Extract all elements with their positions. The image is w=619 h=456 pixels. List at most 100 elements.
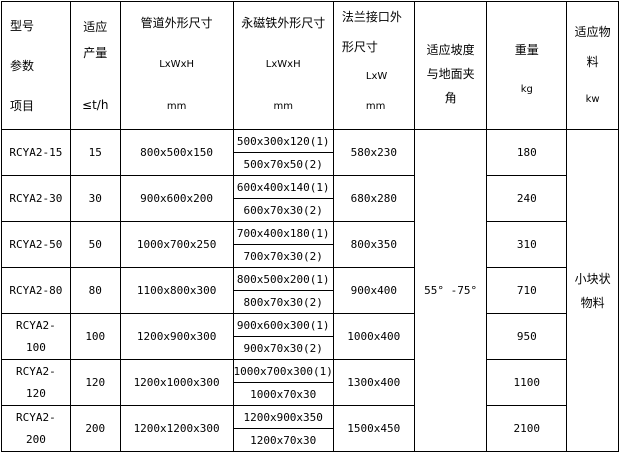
model-cell: RCYA2-200: [1, 405, 71, 452]
header-text: mm: [166, 101, 187, 112]
magnet-size-cell: 800x70x30(2): [232, 290, 334, 314]
capacity-cell: 120: [69, 359, 121, 406]
table-row-sub: 1200x70x30: [2, 428, 619, 452]
material-cell: 小块状 物料: [566, 129, 619, 452]
table-row: RCYA2-50 50 1000x700x250 700x400x180(1) 800x…: [1, 221, 619, 268]
magnet-size-cell: 1200x900x350: [232, 405, 334, 429]
header-text: LxW: [365, 71, 388, 82]
flange-size-cell: 1000x400: [332, 313, 415, 360]
magnet-size-cell: 900x70x30(2): [232, 336, 334, 360]
flange-size-cell: 900x400: [332, 267, 415, 314]
model-cell: RCYA2-15: [1, 129, 71, 176]
table-row: RCYA2-30 30 900x600x200 600x400x140(1) 680x2…: [1, 175, 619, 222]
table-row: RCYA2-120 120 1200x1000x300 1000x700x300(1)…: [1, 359, 619, 406]
capacity-cell: 15: [69, 129, 121, 176]
header-model: 型号 参数 项目: [1, 1, 71, 130]
flange-size-cell: 1300x400: [332, 359, 415, 406]
header-text: 产量: [83, 45, 108, 60]
header-text: 适应物: [574, 24, 611, 39]
magnet-size-cell: 700x70x30(2): [232, 244, 334, 268]
magnet-size-cell: 600x70x30(2): [232, 198, 334, 222]
header-text: 法兰接口外: [341, 10, 402, 24]
magnet-size-cell: 500x300x120(1): [232, 129, 334, 153]
material-text: 小块状: [574, 271, 611, 286]
table-row-sub: 500x70x50(2): [2, 152, 619, 176]
header-text: 参数: [10, 58, 35, 73]
pipe-size-cell: 1100x800x300: [119, 267, 234, 314]
header-magnet: 永磁铁外形尺寸 LxWxH mm: [232, 1, 334, 130]
header-weight: 重量 kg: [486, 1, 568, 130]
pipe-size-cell: 1000x700x250: [119, 221, 234, 268]
weight-cell: 2100: [486, 405, 568, 452]
pipe-size-cell: 800x500x150: [119, 129, 234, 176]
table-row-sub: 1000x70x30: [2, 382, 619, 406]
header-row: 型号参数项目 适应产量 ≤t/h 管道外形尺寸 LxWxH mm 永磁铁外形尺寸 LxW…: [1, 1, 619, 130]
model-cell: RCYA2-30: [1, 175, 71, 222]
magnet-size-cell: 1000x70x30: [232, 382, 334, 406]
weight-cell: 1100: [486, 359, 568, 406]
header-angle: 适应坡度 与地面夹角: [413, 1, 488, 130]
table-row-sub: 900x70x30(2): [2, 336, 619, 360]
pipe-size-cell: 1200x1200x300: [119, 405, 234, 452]
capacity-cell: 80: [69, 267, 121, 314]
flange-size-cell: 680x280: [332, 175, 415, 222]
header-material: 适应物料 kw: [566, 1, 619, 130]
pipe-size-cell: 900x600x200: [119, 175, 234, 222]
header-text: 型号: [10, 18, 35, 33]
model-cell: RCYA2-120: [1, 359, 71, 406]
header-text: ≤t/h: [82, 97, 109, 112]
header-text: 管道外形尺寸: [140, 16, 213, 30]
magnet-size-cell: 900x600x300(1): [232, 313, 334, 337]
model-cell: RCYA2-100: [1, 313, 71, 360]
header-text: 适应坡度: [426, 42, 475, 57]
magnet-size-cell: 1000x700x300(1): [232, 359, 334, 383]
angle-cell: 55° -75°: [413, 129, 488, 452]
header-capacity: 适应产量 ≤t/h: [69, 1, 121, 130]
header-text: 适应: [83, 19, 108, 34]
pipe-size-cell: 1200x900x300: [119, 313, 234, 360]
model-cell: RCYA2-80: [1, 267, 71, 314]
header-text: kg: [520, 83, 533, 95]
table-row: RCYA2-80 80 1100x800x300 800x500x200(1) 900x…: [1, 267, 619, 314]
weight-cell: 310: [486, 221, 568, 268]
header-text: LxWxH: [159, 59, 195, 70]
magnet-size-cell: 1200x70x30: [232, 428, 334, 452]
header-text: 项目: [10, 98, 35, 113]
magnet-size-cell: 800x500x200(1): [232, 267, 334, 291]
weight-cell: 180: [486, 129, 568, 176]
capacity-cell: 100: [69, 313, 121, 360]
pipe-size-cell: 1200x1000x300: [119, 359, 234, 406]
header-text: mm: [365, 101, 386, 112]
capacity-cell: 30: [69, 175, 121, 222]
material-text: 物料: [580, 295, 605, 310]
table-row-sub: 800x70x30(2): [2, 290, 619, 314]
magnet-size-cell: 700x400x180(1): [232, 221, 334, 245]
header-text: 料: [586, 54, 599, 69]
header-text: kw: [585, 93, 600, 105]
flange-size-cell: 1500x450: [332, 405, 415, 452]
flange-size-cell: 580x230: [332, 129, 415, 176]
table-row: RCYA2-15 15 800x500x150 500x300x120(1) 580x2…: [1, 129, 619, 452]
weight-cell: 950: [486, 313, 568, 360]
weight-cell: 240: [486, 175, 568, 222]
table-row: RCYA2-100 100 1200x900x300 900x600x300(1) 10…: [1, 313, 619, 360]
header-text: 与地面夹: [426, 66, 475, 81]
magnet-size-cell: 500x70x50(2): [232, 152, 334, 176]
table-row: RCYA2-200 200 1200x1200x300 1200x900x350 150…: [1, 405, 619, 452]
flange-size-cell: 800x350: [332, 221, 415, 268]
capacity-cell: 200: [69, 405, 121, 452]
header-text: 角: [444, 90, 457, 105]
header-pipe: 管道外形尺寸 LxWxH mm: [119, 1, 234, 130]
header-text: 永磁铁外形尺寸: [241, 16, 326, 30]
weight-cell: 710: [486, 267, 568, 314]
table-row-sub: 600x70x30(2): [2, 198, 619, 222]
header-text: 形尺寸: [341, 40, 378, 54]
model-cell: RCYA2-50: [1, 221, 71, 268]
capacity-cell: 50: [69, 221, 121, 268]
header-text: LxWxH: [265, 59, 301, 70]
header-text: 重量: [514, 42, 539, 57]
header-flange: 法兰接口外形尺寸 LxW mm: [332, 1, 415, 130]
header-text: mm: [273, 101, 293, 112]
magnet-size-cell: 600x400x140(1): [232, 175, 334, 199]
